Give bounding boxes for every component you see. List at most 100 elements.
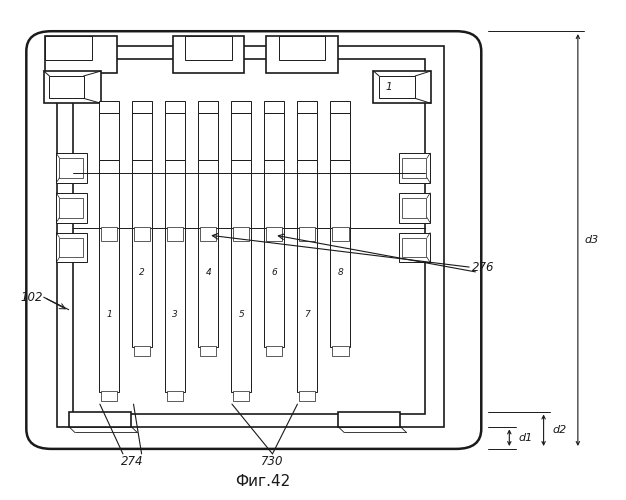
- Bar: [266, 346, 282, 356]
- Bar: [59, 198, 83, 218]
- Bar: [331, 228, 351, 347]
- Bar: [299, 390, 316, 400]
- Bar: [402, 238, 426, 258]
- Bar: [198, 173, 218, 228]
- Text: d1: d1: [519, 432, 533, 442]
- Text: 5: 5: [239, 310, 244, 319]
- Bar: [332, 227, 349, 241]
- Bar: [332, 346, 349, 356]
- Bar: [266, 227, 282, 241]
- Bar: [331, 173, 351, 228]
- Text: 4: 4: [205, 268, 211, 277]
- Bar: [200, 346, 217, 356]
- Bar: [165, 228, 185, 392]
- Bar: [59, 238, 83, 258]
- Bar: [165, 160, 185, 173]
- Bar: [232, 228, 251, 392]
- Text: 6: 6: [272, 268, 277, 277]
- Bar: [299, 227, 316, 241]
- Bar: [200, 227, 217, 241]
- Text: 102: 102: [20, 290, 43, 304]
- Bar: [297, 101, 317, 114]
- Text: 274: 274: [121, 455, 143, 468]
- Bar: [331, 160, 351, 173]
- Bar: [100, 160, 119, 173]
- Bar: [69, 412, 131, 426]
- Bar: [264, 101, 284, 114]
- Bar: [232, 101, 251, 114]
- Bar: [100, 228, 119, 392]
- Bar: [331, 101, 351, 114]
- Bar: [338, 412, 400, 426]
- FancyBboxPatch shape: [26, 31, 481, 449]
- Bar: [185, 36, 232, 60]
- Bar: [134, 227, 150, 241]
- Bar: [198, 114, 218, 160]
- Bar: [167, 227, 183, 241]
- Text: 8: 8: [337, 268, 343, 277]
- Bar: [232, 114, 251, 160]
- Bar: [297, 228, 317, 392]
- Text: 276: 276: [472, 261, 495, 274]
- Bar: [297, 114, 317, 160]
- Bar: [399, 193, 430, 222]
- Bar: [59, 158, 83, 178]
- Bar: [101, 390, 117, 400]
- Bar: [402, 158, 426, 178]
- Bar: [297, 160, 317, 173]
- Bar: [134, 346, 150, 356]
- Bar: [56, 153, 88, 183]
- Bar: [167, 390, 183, 400]
- Bar: [331, 114, 351, 160]
- Bar: [56, 193, 88, 222]
- Text: 1: 1: [106, 310, 112, 319]
- Bar: [44, 71, 101, 104]
- Bar: [132, 101, 152, 114]
- Bar: [264, 228, 284, 347]
- Text: 3: 3: [172, 310, 178, 319]
- Bar: [132, 160, 152, 173]
- Bar: [100, 173, 119, 228]
- Bar: [264, 173, 284, 228]
- Bar: [399, 232, 430, 262]
- Text: 1: 1: [386, 82, 393, 92]
- Bar: [45, 36, 116, 74]
- Bar: [233, 390, 249, 400]
- Bar: [402, 198, 426, 218]
- Text: 7: 7: [304, 310, 310, 319]
- Bar: [49, 76, 84, 98]
- Bar: [165, 101, 185, 114]
- Text: Фиг.42: Фиг.42: [235, 474, 290, 488]
- Bar: [264, 114, 284, 160]
- Bar: [264, 160, 284, 173]
- Bar: [56, 232, 88, 262]
- Bar: [165, 114, 185, 160]
- Text: d3: d3: [584, 235, 598, 245]
- Bar: [45, 36, 92, 60]
- Bar: [198, 101, 218, 114]
- Bar: [233, 227, 249, 241]
- Bar: [279, 36, 326, 60]
- Bar: [132, 114, 152, 160]
- Bar: [132, 173, 152, 228]
- Bar: [132, 228, 152, 347]
- Bar: [232, 173, 251, 228]
- Bar: [374, 71, 431, 104]
- Text: 730: 730: [261, 455, 284, 468]
- Text: d2: d2: [553, 425, 567, 435]
- Bar: [232, 160, 251, 173]
- Bar: [198, 160, 218, 173]
- Text: 2: 2: [140, 268, 145, 277]
- Bar: [379, 76, 415, 98]
- Bar: [100, 101, 119, 114]
- Bar: [266, 36, 338, 74]
- Bar: [58, 46, 444, 426]
- Bar: [165, 173, 185, 228]
- Bar: [100, 114, 119, 160]
- Bar: [101, 227, 117, 241]
- Bar: [399, 153, 430, 183]
- Bar: [297, 173, 317, 228]
- Bar: [73, 58, 425, 414]
- Bar: [198, 228, 218, 347]
- Bar: [173, 36, 244, 74]
